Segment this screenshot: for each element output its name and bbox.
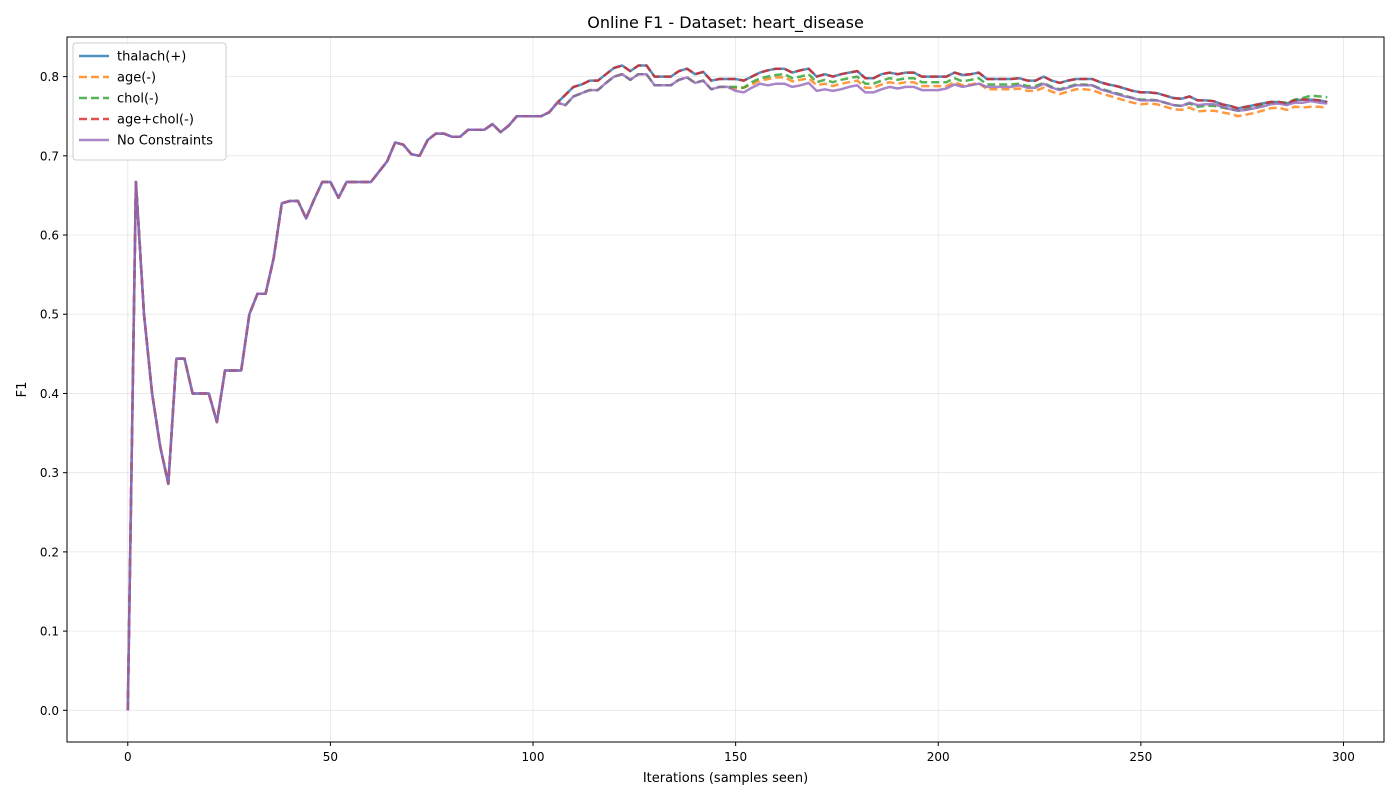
- y-tick-label: 0.2: [40, 545, 59, 559]
- y-tick-label: 0.0: [40, 704, 59, 718]
- plot-frame: [66, 36, 1385, 743]
- x-tick-label: 150: [724, 750, 747, 764]
- legend-label: chol(-): [117, 92, 159, 107]
- legend-label: age(-): [117, 71, 156, 86]
- grid-lines: [67, 37, 1384, 742]
- legend-box: [72, 42, 227, 161]
- legend-label: thalach(+): [117, 50, 186, 65]
- legend-label: No Constraints: [117, 134, 213, 149]
- x-tick-label: 100: [522, 750, 545, 764]
- y-tick-label: 0.7: [40, 149, 59, 163]
- y-axis-label: F1: [15, 382, 30, 398]
- x-tick-label: 50: [323, 750, 338, 764]
- legend-label: age+chol(-): [117, 113, 194, 128]
- y-tick-label: 0.1: [40, 625, 59, 639]
- x-tick-label: 300: [1332, 750, 1355, 764]
- y-axis-ticks: 0.0 0.1 0.2 0.3 0.4 0.5 0.6 0.7 0.8: [40, 70, 67, 718]
- y-tick-label: 0.3: [40, 466, 59, 480]
- plot-series-area: [126, 64, 1328, 711]
- x-tick-label: 250: [1129, 750, 1152, 764]
- chart-title: Online F1 - Dataset: heart_disease: [587, 13, 864, 33]
- y-tick-label: 0.4: [40, 387, 59, 401]
- series-line-no-constraints: [126, 72, 1328, 711]
- y-tick-label: 0.8: [40, 70, 59, 84]
- y-tick-label: 0.5: [40, 308, 59, 322]
- x-tick-label: 200: [927, 750, 950, 764]
- legend: thalach(+) age(-) chol(-) age+chol(-) No Con…: [72, 42, 227, 161]
- x-tick-label: 0: [124, 750, 132, 764]
- x-axis-ticks: 0 50 100 150 200 250 300: [124, 742, 1355, 764]
- x-axis-label: Iterations (samples seen): [643, 771, 808, 786]
- y-tick-label: 0.6: [40, 229, 59, 243]
